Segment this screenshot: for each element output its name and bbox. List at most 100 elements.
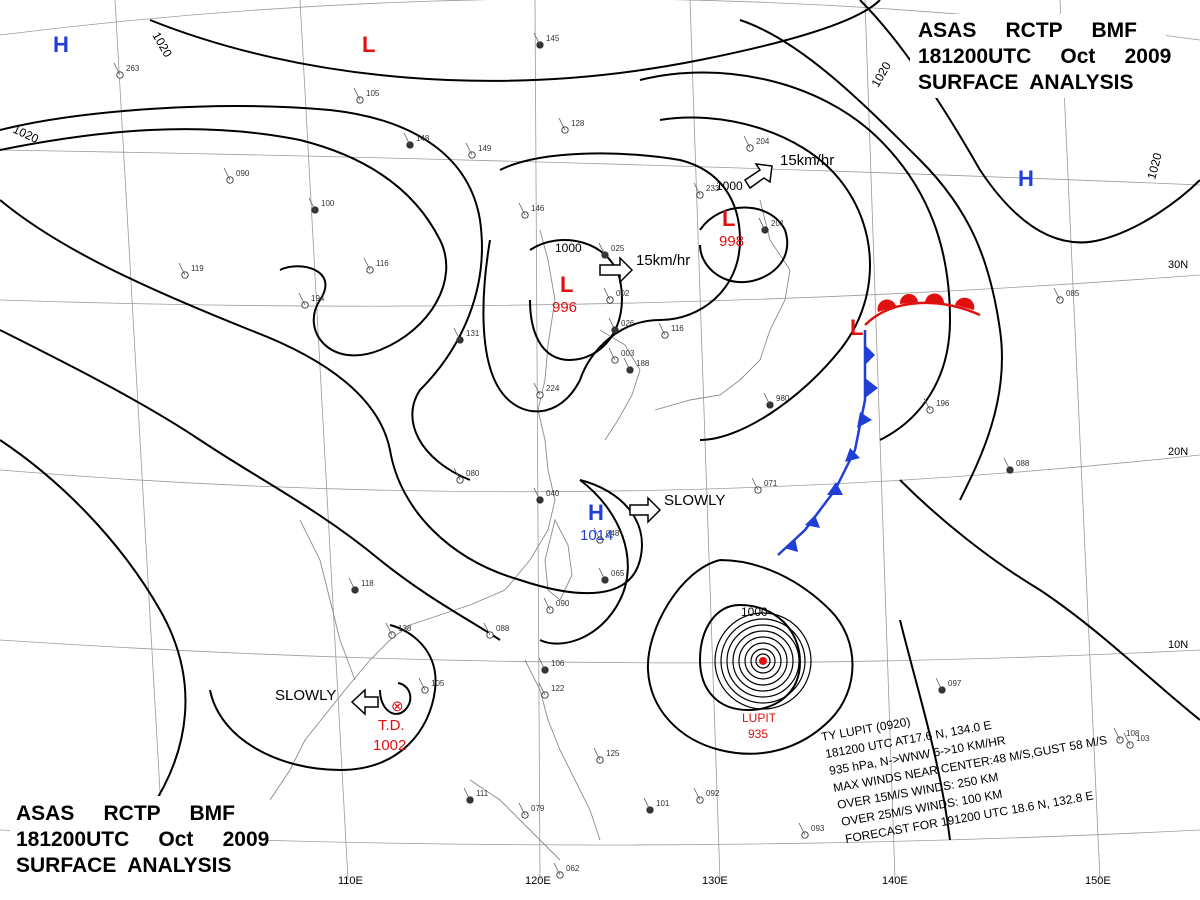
latitude-grid <box>0 0 1200 846</box>
station-pressure-label: 101 <box>656 799 670 808</box>
wind-barb <box>418 677 426 691</box>
station-pressure-label: 116 <box>671 324 684 333</box>
station-pressure-label: 145 <box>546 34 560 43</box>
station-pressure-label: 090 <box>556 599 570 608</box>
header-top-line2: 181200UTC Oct 2009 <box>918 45 1171 68</box>
station-pressure-label: 980 <box>776 394 790 403</box>
station-pressure-label: 080 <box>466 469 480 478</box>
station-pressure-label: 188 <box>636 359 650 368</box>
station-pressure-label: 002 <box>616 289 630 298</box>
station-pressure-label: 100 <box>321 199 335 208</box>
isobar-label: 1020 <box>868 59 894 89</box>
low-japan-pressure: 998 <box>719 233 744 250</box>
typhoon-rings <box>714 612 812 710</box>
wind-barb <box>353 87 361 101</box>
td-pressure: 1002 <box>373 737 406 754</box>
station-pressure-label: 025 <box>611 244 625 253</box>
wind-barb <box>1113 727 1121 741</box>
wind-barb <box>1123 732 1131 746</box>
wind-barb <box>483 622 491 636</box>
wind-barb <box>453 467 461 481</box>
lon-label-150e: 150E <box>1085 875 1111 887</box>
wind-barb <box>623 357 631 371</box>
station-pressure-label: 138 <box>398 624 412 633</box>
high-taiwan-pressure: 1014 <box>580 527 613 544</box>
wind-barb <box>798 822 806 836</box>
station-pressure-label: 088 <box>1016 459 1030 468</box>
station-pressure-label: 146 <box>531 204 545 213</box>
coastlines <box>269 199 791 861</box>
station-pressure-label: 118 <box>361 579 374 588</box>
lon-label-130e: 130E <box>702 875 728 887</box>
high-pressure-ne: H <box>1018 166 1034 191</box>
td-label: T.D. <box>378 717 405 734</box>
wind-barb <box>463 787 471 801</box>
station-pressure-label: 106 <box>551 659 565 668</box>
wind-barb <box>558 117 566 131</box>
header-bottom-line3: SURFACE ANALYSIS <box>16 854 232 877</box>
wind-barb <box>538 682 546 696</box>
station-pressure-label: 103 <box>1136 734 1150 743</box>
station-pressure-label: 026 <box>621 319 635 328</box>
station-pressure-label: 224 <box>546 384 560 393</box>
wind-barb <box>1053 287 1061 301</box>
wind-barb <box>518 802 526 816</box>
wind-barb <box>598 567 606 581</box>
isobar-label: 1000 <box>741 605 768 619</box>
header-top-line3: SURFACE ANALYSIS <box>918 71 1134 94</box>
wind-barb <box>385 622 393 636</box>
low-pressure-center: L <box>560 272 573 297</box>
movement-low-japan: 15km/hr <box>780 152 834 169</box>
station-pressure-label: 079 <box>531 804 545 813</box>
lat-label-30n: 30N <box>1168 259 1188 271</box>
wind-barb <box>178 262 186 276</box>
station-pressure-label: 111 <box>476 789 489 798</box>
wind-barb <box>543 597 551 611</box>
station-pressure-label: 003 <box>621 349 635 358</box>
low-center-pressure: 996 <box>552 299 577 316</box>
wind-barb <box>608 317 616 331</box>
isobars <box>0 0 1200 841</box>
lat-label-20n: 20N <box>1168 446 1188 458</box>
header-top-line1: ASAS RCTP BMF <box>918 19 1137 42</box>
movement-arrows <box>350 163 773 716</box>
wind-barb <box>298 292 306 306</box>
lon-label-140e: 140E <box>882 875 908 887</box>
header-bottom-line1: ASAS RCTP BMF <box>16 802 235 825</box>
wind-barb <box>1003 457 1011 471</box>
station-pressure-label: 196 <box>936 399 950 408</box>
lat-label-10n: 10N <box>1168 639 1188 651</box>
station-pressure-label: 105 <box>366 89 380 98</box>
station-pressure-label: 062 <box>566 864 580 873</box>
wind-barb <box>308 197 316 211</box>
td-symbol: ⊗ <box>391 698 404 715</box>
wind-barb <box>658 322 666 336</box>
wind-barb <box>693 787 701 801</box>
wind-barb <box>453 327 461 341</box>
wind-barb <box>763 392 771 406</box>
station-pressure-label: 071 <box>764 479 778 488</box>
station-pressure-label: 116 <box>376 259 389 268</box>
movement-low-center: 15km/hr <box>636 252 690 269</box>
wind-barb <box>518 202 526 216</box>
typhoon-center <box>759 657 767 665</box>
high-pressure-taiwan: H <box>588 500 604 525</box>
wind-barb <box>553 862 561 876</box>
station-pressure-label: 108 <box>1126 729 1140 738</box>
station-pressure-label: 119 <box>191 264 204 273</box>
low-pressure-japan: L <box>722 206 735 231</box>
station-pressure-label: 194 <box>311 294 325 303</box>
station-pressure-label: 092 <box>706 789 720 798</box>
wind-barb <box>538 657 546 671</box>
station-plots: 145 263 105 148 149 128 025 233 204 201 194 002 026 0… <box>113 32 1150 879</box>
wind-barb <box>751 477 759 491</box>
wind-barb <box>533 487 541 501</box>
cold-front <box>777 330 878 556</box>
station-pressure-label: 048 <box>606 529 620 538</box>
wind-barb <box>608 347 616 361</box>
low-pressure-front: L <box>850 315 863 340</box>
typhoon-name: LUPIT <box>742 711 777 725</box>
lon-label-110e: 110E <box>338 875 363 887</box>
wind-barb <box>603 287 611 301</box>
